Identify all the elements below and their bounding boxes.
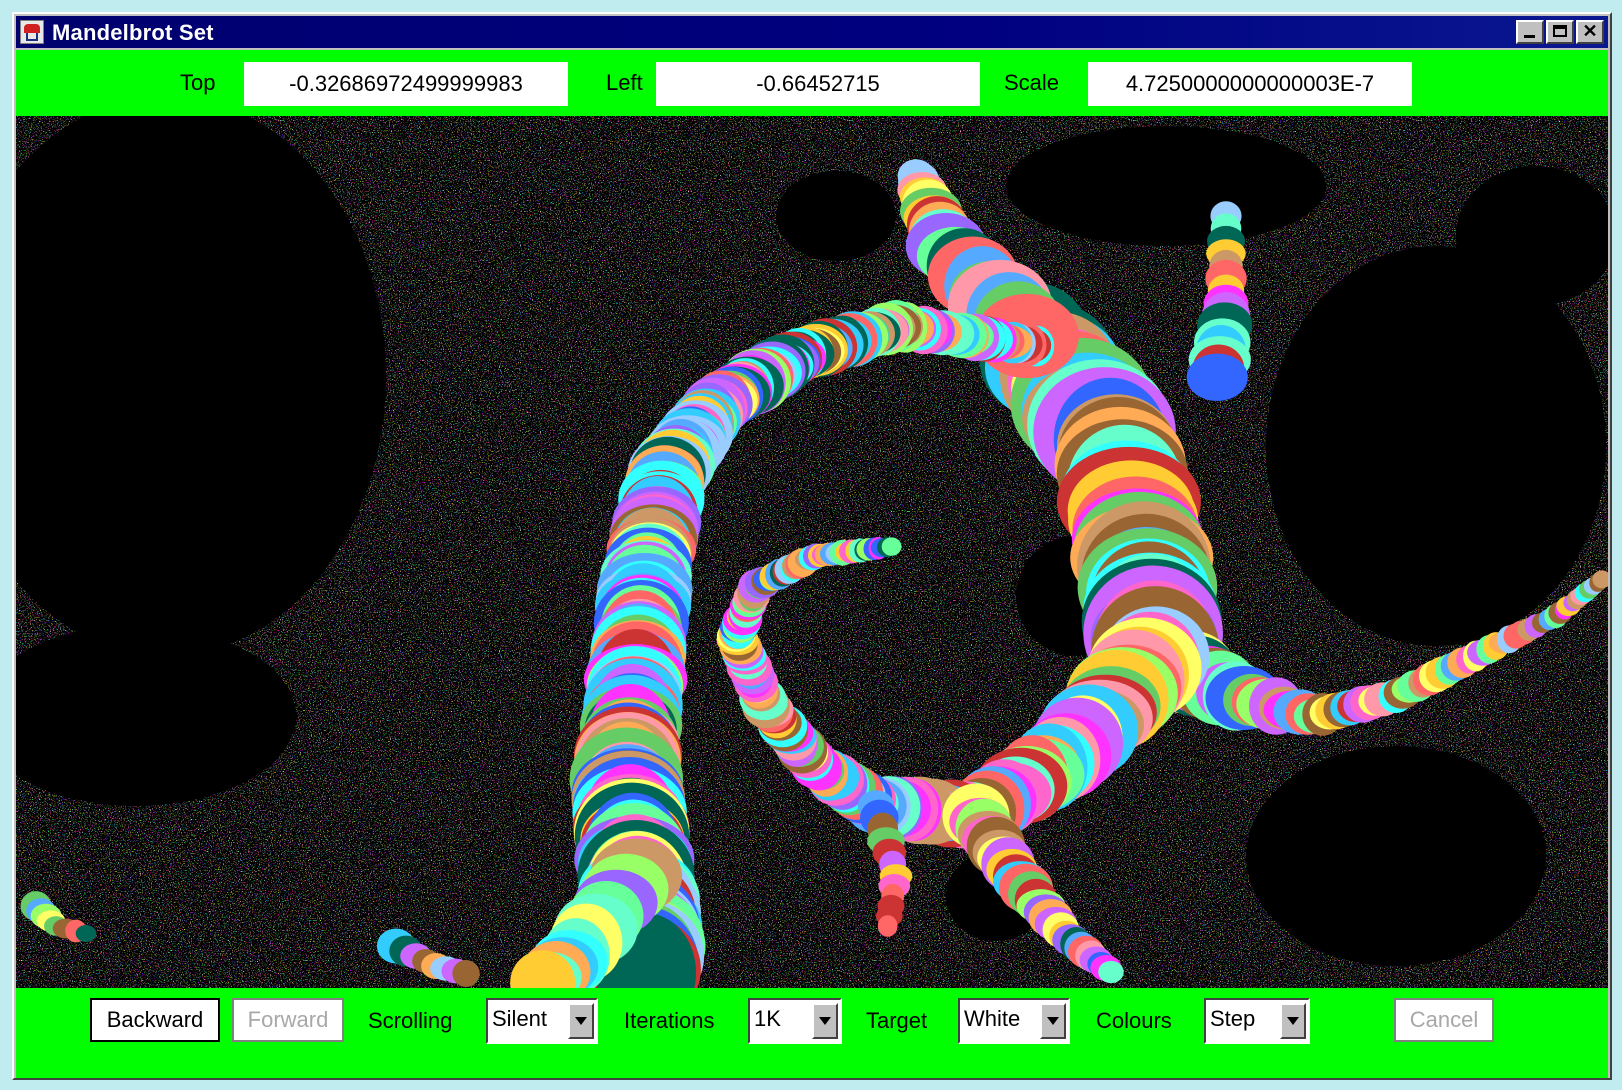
scrolling-select[interactable]: Silent <box>486 998 598 1044</box>
top-label: Top <box>180 70 216 95</box>
target-select[interactable]: White <box>958 998 1070 1044</box>
forward-button[interactable]: Forward <box>232 998 344 1042</box>
maximize-icon[interactable] <box>1546 20 1574 44</box>
fractal-bulb <box>881 537 902 556</box>
fractal-bulb <box>75 925 97 942</box>
fractal-bulb <box>1098 960 1124 984</box>
scrolling-value: Silent <box>492 1006 548 1031</box>
iterations-label: Iterations <box>624 1008 715 1033</box>
left-label: Left <box>606 70 643 95</box>
scrolling-label: Scrolling <box>368 1008 453 1033</box>
fractal-bulb <box>510 950 576 988</box>
target-label: Target <box>866 1008 928 1033</box>
colours-value: Step <box>1210 1006 1256 1031</box>
fractal-canvas[interactable] <box>16 116 1608 988</box>
target-value: White <box>964 1006 1021 1031</box>
chevron-down-icon[interactable] <box>1040 1003 1066 1039</box>
window-title: Mandelbrot Set <box>52 20 214 45</box>
fractal-bulb <box>452 960 480 987</box>
left-field[interactable]: -0.66452715 <box>656 62 980 106</box>
iterations-select[interactable]: 1K <box>748 998 842 1044</box>
backward-button[interactable]: Backward <box>90 998 220 1042</box>
fractal-bulb <box>1592 570 1608 589</box>
coordinates-panel: Top -0.32686972499999983 Left -0.6645271… <box>16 50 1608 116</box>
fractal-image[interactable] <box>16 116 1608 988</box>
close-icon[interactable]: ✕ <box>1576 20 1604 44</box>
minimize-icon[interactable] <box>1516 20 1544 44</box>
colours-label: Colours <box>1096 1008 1172 1033</box>
scale-label: Scale <box>1004 70 1060 95</box>
cancel-button[interactable]: Cancel <box>1394 998 1494 1042</box>
chevron-down-icon[interactable] <box>812 1003 838 1039</box>
title-bar[interactable]: Mandelbrot Set ✕ <box>16 16 1608 48</box>
fractal-bulb <box>877 915 898 937</box>
fractal-bulb <box>1186 353 1248 401</box>
scale-field[interactable]: 4.7250000000000003E-7 <box>1088 62 1412 106</box>
top-field[interactable]: -0.32686972499999983 <box>244 62 568 106</box>
java-cup-icon[interactable] <box>20 20 44 44</box>
controls-panel: Backward Forward Scrolling Silent Iterat… <box>16 988 1608 1078</box>
mandelbrot-window: Mandelbrot Set ✕ Top -0.3268697249999998… <box>12 12 1612 1080</box>
cancel-button-label: Cancel <box>1409 1007 1479 1032</box>
forward-button-label: Forward <box>247 1007 329 1032</box>
chevron-down-icon[interactable] <box>568 1003 594 1039</box>
colours-select[interactable]: Step <box>1204 998 1310 1044</box>
window-controls: ✕ <box>1514 20 1604 44</box>
iterations-value: 1K <box>754 1006 781 1031</box>
chevron-down-icon[interactable] <box>1280 1003 1306 1039</box>
